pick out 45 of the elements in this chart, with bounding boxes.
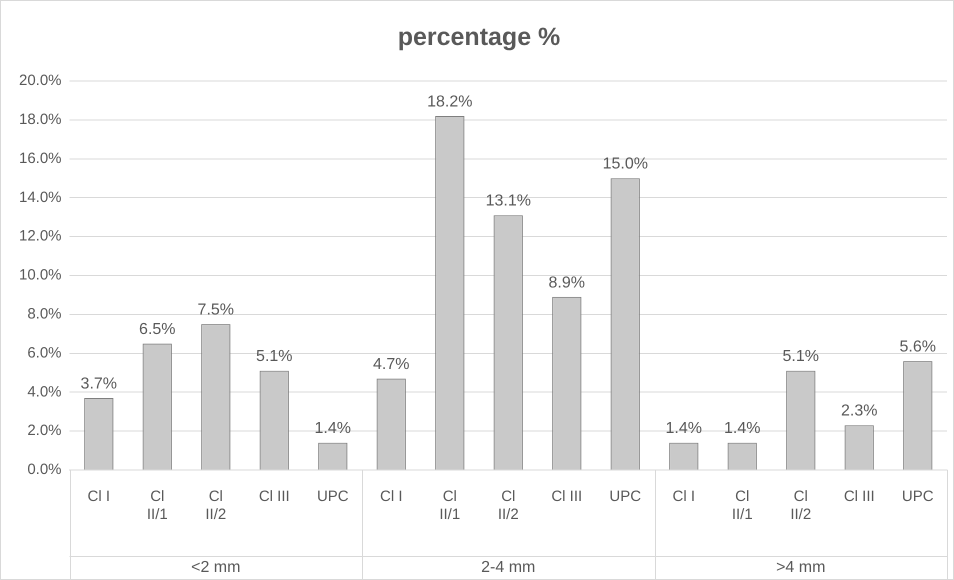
y-tick-label: 0.0% (27, 461, 62, 478)
data-label: 13.1% (486, 192, 531, 210)
y-tick-label: 12.0% (18, 228, 62, 245)
chart-title: percentage % (398, 22, 560, 51)
y-tick-label: 16.0% (18, 150, 62, 167)
y-tick-label: 18.0% (18, 111, 62, 128)
x-tick-label: Cl III (844, 488, 875, 506)
y-tick-label: 20.0% (18, 72, 62, 90)
x-tick-label: UPC (902, 488, 934, 506)
x-tick-label: Cl II/1 (439, 488, 460, 524)
data-label: 8.9% (548, 274, 585, 292)
data-label: 5.6% (900, 338, 936, 356)
x-tick-label: UPC (609, 488, 642, 506)
text: 2-4 mm (481, 558, 536, 576)
data-label: 1.4% (724, 420, 760, 438)
data-label: 5.1% (256, 348, 293, 366)
x-tick-label: Cl II/2 (790, 488, 812, 524)
x-tick-label: Cl II/2 (205, 488, 226, 524)
text: >4 mm (776, 558, 826, 576)
data-label: 7.5% (198, 302, 234, 319)
x-tick-label: Cl I (88, 488, 110, 506)
data-label: 3.7% (80, 375, 118, 392)
y-tick-label: 4.0% (27, 383, 62, 400)
y-tick-label: 8.0% (27, 306, 62, 323)
data-label: 1.4% (666, 420, 702, 438)
data-label: 6.5% (139, 320, 176, 338)
text: <2 mm (191, 558, 240, 576)
y-tick-label: 6.0% (27, 344, 62, 362)
x-tick-label: Cl III (258, 488, 290, 506)
data-label: 15.0% (602, 156, 648, 173)
x-tick-label: Cl III (551, 488, 582, 506)
x-tick-label: Cl II/1 (146, 488, 168, 524)
data-label: 4.7% (373, 356, 410, 373)
data-label: 2.3% (841, 402, 878, 420)
x-tick-label: Cl I (672, 488, 696, 506)
data-label: 18.2% (427, 93, 472, 110)
x-tick-label: Cl II/1 (732, 488, 753, 524)
x-tick-label: Cl II/2 (498, 488, 519, 524)
y-tick-label: 14.0% (18, 188, 62, 206)
x-tick-label: Cl I (380, 488, 403, 506)
y-tick-label: 10.0% (18, 266, 62, 284)
data-label: 5.1% (782, 348, 819, 366)
x-tick-label: UPC (316, 488, 349, 506)
y-tick-label: 2.0% (27, 422, 62, 440)
data-label: 1.4% (314, 420, 352, 438)
